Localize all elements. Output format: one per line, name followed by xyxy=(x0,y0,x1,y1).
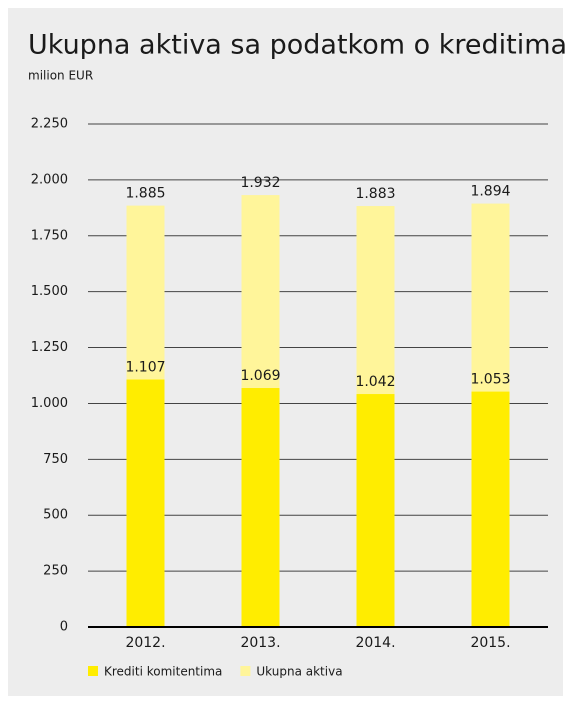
background xyxy=(8,8,563,696)
legend-swatch xyxy=(240,666,251,676)
value-label: 1.053 xyxy=(470,372,510,388)
legend-label: Krediti komitentima xyxy=(104,665,222,679)
bar xyxy=(241,388,280,627)
y-tick-label: 750 xyxy=(43,452,68,467)
x-tick-label: 2012. xyxy=(125,635,165,651)
legend-swatch xyxy=(88,666,98,676)
x-tick-label: 2013. xyxy=(240,635,280,651)
y-tick-label: 2.250 xyxy=(31,117,68,132)
value-label: 1.069 xyxy=(240,368,280,384)
y-tick-label: 1.000 xyxy=(31,396,68,411)
y-tick-label: 2.000 xyxy=(31,172,68,187)
value-label: 1.042 xyxy=(355,374,395,390)
y-tick-label: 250 xyxy=(43,564,68,579)
value-label: 1.107 xyxy=(125,360,165,376)
bar xyxy=(471,391,510,627)
value-label: 1.885 xyxy=(125,186,165,202)
y-tick-label: 1.250 xyxy=(31,340,68,355)
value-label: 1.883 xyxy=(355,186,395,202)
legend-label: Ukupna aktiva xyxy=(256,665,342,679)
value-label: 1.894 xyxy=(470,184,510,200)
value-label: 1.932 xyxy=(240,175,280,191)
x-tick-label: 2015. xyxy=(470,635,510,651)
x-tick-label: 2014. xyxy=(355,635,395,651)
y-tick-label: 1.500 xyxy=(31,284,68,299)
chart-subtitle: milion EUR xyxy=(28,69,93,83)
y-tick-label: 0 xyxy=(60,620,68,635)
bar xyxy=(356,394,395,627)
chart-title: Ukupna aktiva sa podatkom o kreditima xyxy=(28,30,567,61)
bar xyxy=(126,379,165,627)
y-tick-label: 1.750 xyxy=(31,228,68,243)
y-tick-label: 500 xyxy=(43,508,68,523)
